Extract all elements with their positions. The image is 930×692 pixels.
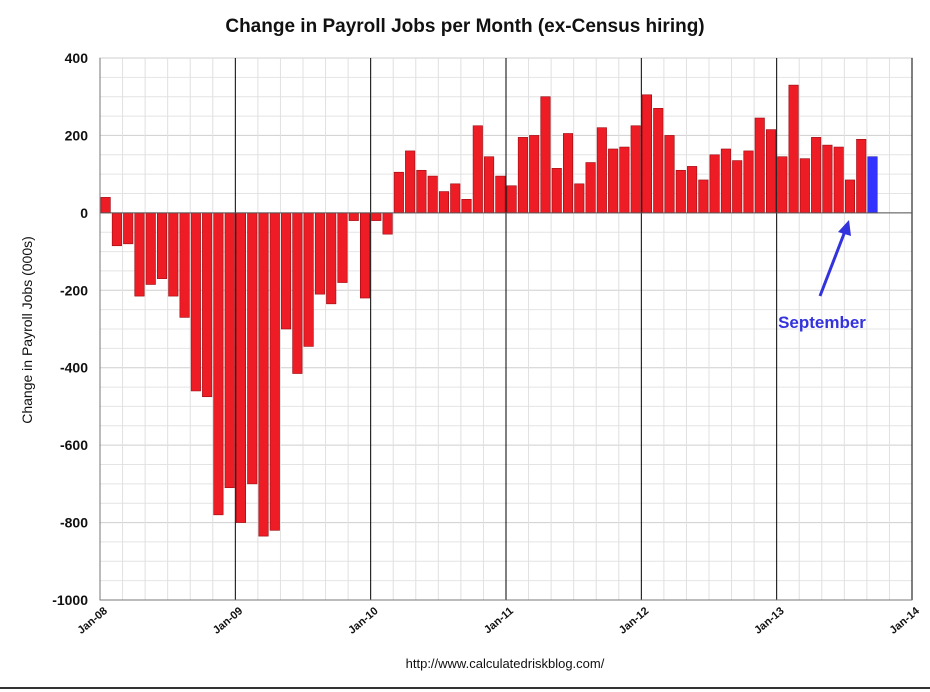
bar (472, 125, 483, 214)
y-tick-labels: 400 200 0 -200 -400 -600 -800 -1000 (52, 50, 88, 608)
bar (461, 199, 472, 214)
x-tick-label: Jan-11 (482, 605, 516, 636)
bar (292, 212, 303, 374)
chart-title: Change in Payroll Jobs per Month (ex-Cen… (225, 16, 704, 37)
y-tick-label: 200 (65, 127, 89, 143)
bar (258, 212, 269, 537)
bar (190, 212, 201, 392)
x-tick-label: Jan-13 (752, 605, 786, 637)
y-tick-label: 400 (65, 50, 89, 66)
annotation-arrow (818, 225, 849, 297)
bar-highlight (867, 156, 878, 214)
x-tick-label: Jan-09 (211, 605, 245, 637)
y-tick-label: -200 (60, 282, 88, 298)
bar (698, 179, 709, 214)
bar (145, 212, 156, 285)
bar (484, 156, 495, 214)
bar (100, 197, 111, 214)
bar (529, 135, 540, 214)
bar (765, 129, 777, 214)
y-tick-label: -400 (60, 360, 88, 376)
bar (596, 127, 607, 214)
bar (348, 212, 359, 221)
bar (675, 169, 686, 214)
annotation: September (778, 220, 866, 332)
bar (224, 212, 235, 489)
y-axis-label: Change in Payroll Jobs (000s) (19, 236, 35, 424)
bar (743, 150, 754, 214)
bar (709, 154, 720, 214)
bar (495, 175, 506, 214)
bar (111, 212, 122, 247)
bar (754, 117, 765, 214)
bar (156, 212, 168, 279)
bar (359, 212, 371, 299)
bar (247, 212, 258, 485)
bar (506, 185, 517, 214)
bar (450, 183, 461, 214)
bar (608, 148, 619, 214)
y-tick-label: -1000 (52, 592, 88, 608)
annotation-arrowhead (838, 220, 851, 236)
bar (630, 125, 641, 214)
bar (811, 137, 822, 214)
bar (382, 212, 393, 235)
bar (720, 148, 731, 214)
bar (822, 144, 833, 214)
bar (653, 108, 664, 214)
bar (619, 146, 630, 214)
bar (562, 133, 574, 214)
bar (777, 156, 788, 214)
bar (269, 212, 280, 531)
x-tick-label: Jan-08 (76, 605, 110, 637)
bar (585, 162, 596, 214)
bar (732, 160, 743, 214)
bar (799, 158, 810, 214)
bar (202, 212, 213, 398)
bar (687, 166, 698, 214)
bar (213, 212, 224, 516)
bar (314, 212, 325, 295)
bar (844, 179, 856, 214)
bar (438, 191, 450, 214)
source-url: http://www.calculatedriskblog.com/ (406, 656, 605, 671)
y-tick-label: -600 (60, 437, 88, 453)
bar (574, 183, 585, 214)
x-tick-label: Jan-10 (346, 605, 380, 637)
bar (416, 169, 427, 214)
bar (427, 175, 438, 214)
bar (833, 146, 844, 214)
x-tick-label: Jan-12 (617, 605, 651, 637)
grid (99, 57, 913, 601)
september-annotation: September (778, 313, 866, 332)
bar (326, 212, 337, 305)
bar (393, 171, 404, 214)
bar (235, 212, 247, 523)
bar (337, 212, 348, 283)
bar (551, 168, 562, 214)
y-tick-label: 0 (80, 205, 88, 221)
bar (856, 139, 867, 214)
bar (664, 135, 675, 214)
bar (168, 212, 179, 297)
bar (371, 212, 382, 221)
bar (517, 137, 528, 214)
bar (179, 212, 190, 318)
bar (641, 94, 653, 214)
bar (405, 150, 416, 214)
bars (100, 84, 878, 537)
x-tick-labels: Jan-08 Jan-09 Jan-10 Jan-11 Jan-12 Jan-13 Jan-… (76, 605, 923, 637)
bar (123, 212, 134, 245)
bar (788, 84, 799, 214)
axes (99, 58, 912, 601)
bar (134, 212, 145, 297)
y-tick-label: -800 (60, 515, 88, 531)
bar (303, 212, 314, 347)
x-tick-label: Jan-14 (888, 605, 923, 637)
bar (540, 96, 551, 214)
bar (281, 212, 292, 330)
